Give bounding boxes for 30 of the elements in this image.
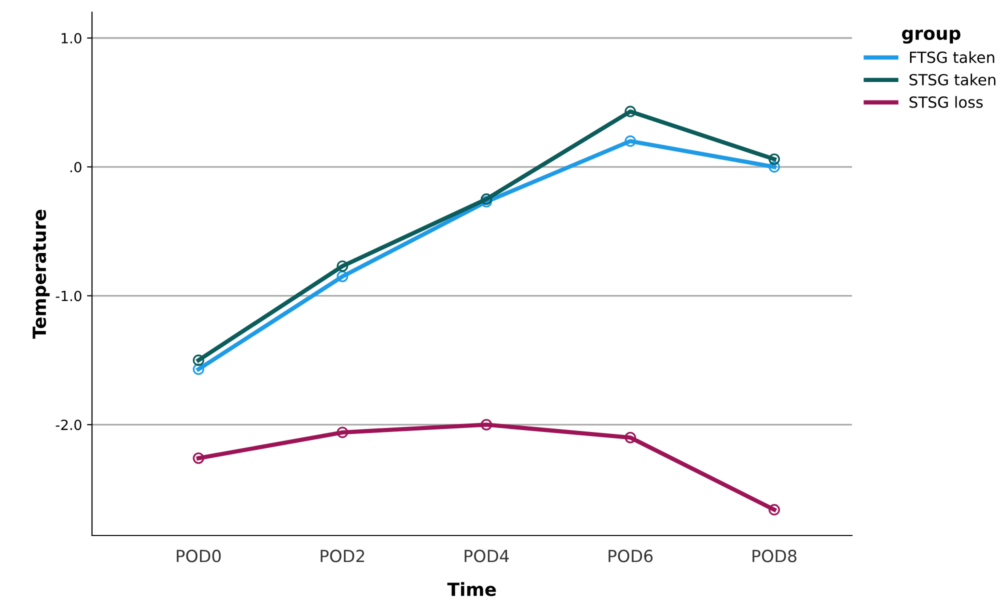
point	[624, 106, 636, 118]
point	[192, 452, 204, 464]
point	[480, 418, 492, 430]
point	[768, 153, 780, 165]
x-axis-title: Time	[447, 582, 496, 596]
point	[624, 432, 636, 444]
legend-title: group	[902, 30, 960, 44]
legend-label: STSG taken	[910, 74, 996, 86]
point	[480, 196, 492, 208]
legend-label: STSG loss	[910, 96, 983, 108]
point	[336, 260, 348, 272]
y-tick-label: -1.0	[56, 290, 82, 302]
x-tick-label: POD6	[608, 550, 653, 562]
y-tick-label: -2.0	[56, 420, 82, 430]
point	[480, 193, 492, 205]
point	[192, 364, 204, 375]
point	[192, 354, 204, 366]
x-tick-label: POD2	[320, 550, 364, 562]
point	[768, 504, 780, 516]
point	[768, 161, 780, 173]
y-tick-label: 1.0	[62, 32, 82, 44]
y-tick-label: .0	[70, 162, 82, 172]
point	[336, 426, 348, 438]
x-tick-label: POD0	[176, 550, 221, 562]
point	[336, 270, 348, 282]
point	[624, 135, 636, 147]
legend-label: FTSG taken	[910, 51, 994, 64]
x-tick-label: POD4	[464, 550, 509, 562]
y-axis-title: Temperature	[32, 210, 50, 339]
x-tick-label: POD8	[752, 550, 796, 562]
